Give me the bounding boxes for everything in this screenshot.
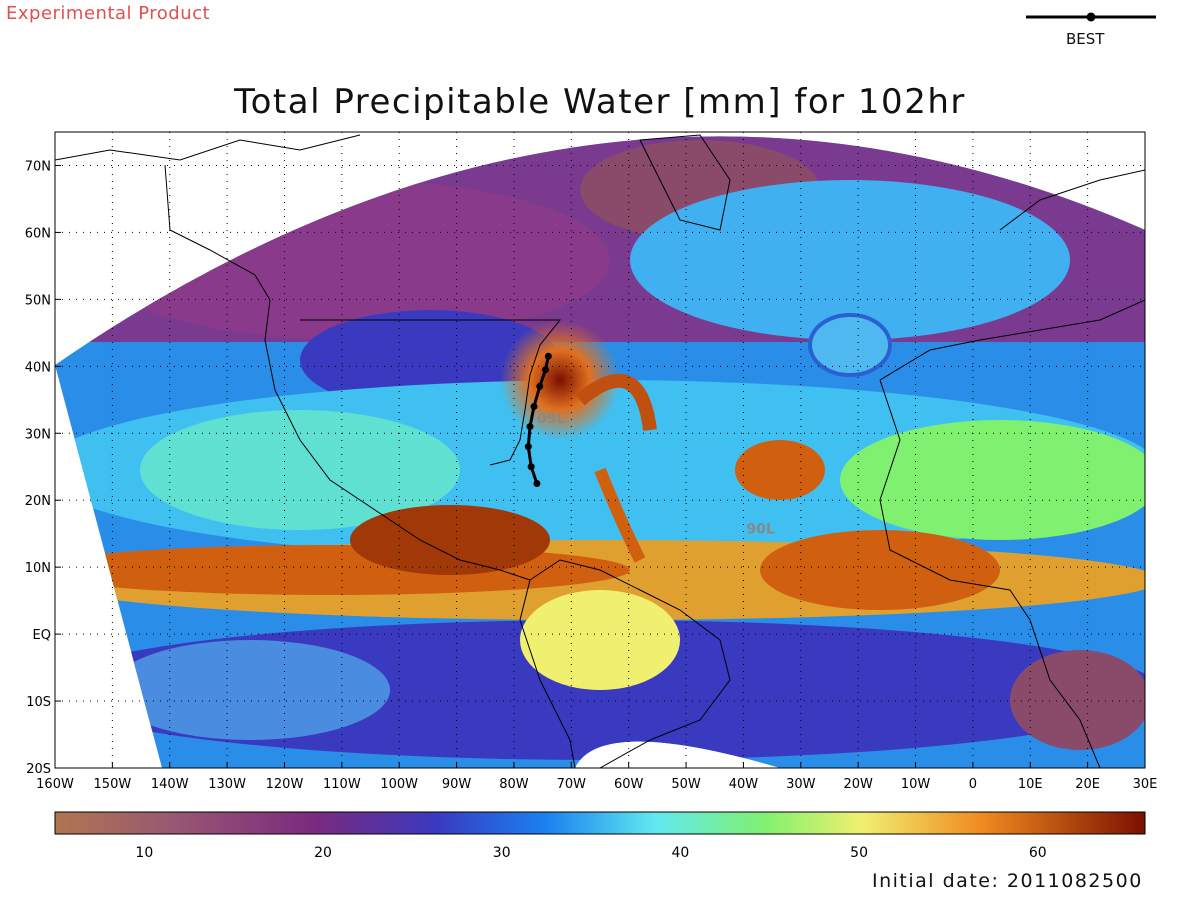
lon-label: 160W [36,777,74,792]
lon-label: 0 [969,777,977,792]
track-point [530,402,538,410]
tpw-field [55,136,1145,768]
colorbar-tick-label: 20 [314,845,332,861]
lon-label: 40W [729,777,759,792]
lat-label: 40N [25,360,51,375]
track-legend-label: BEST [1066,30,1105,48]
track-point [542,366,549,374]
lon-label: 20E [1075,777,1100,792]
lon-label: 60W [614,777,644,792]
colorbar [54,811,1146,835]
storm-label: 09L [537,411,565,427]
track-point [536,382,544,390]
lon-label: 110W [323,777,361,792]
lat-label: 10S [26,695,51,710]
lon-label: 120W [266,777,304,792]
lon-label: 10E [1018,777,1043,792]
lon-label: 30E [1133,777,1158,792]
colorbar-labels: 10 20 30 40 50 60 [135,845,1046,861]
colorbar-tick-label: 30 [493,845,511,861]
track-point [533,479,541,487]
experimental-product-label: Experimental Product [6,3,211,24]
lon-label: 80W [499,777,529,792]
colorbar-tick-label: 40 [671,845,689,861]
lat-label: 70N [25,159,51,174]
longitude-labels: 160W 150W 140W 130W 120W 110W 100W 90W 80W 70W 60W… [36,762,1157,792]
track-point [544,352,552,360]
lat-label: 20N [25,494,51,509]
lon-label: 20W [843,777,873,792]
lon-label: 150W [94,777,132,792]
latitude-labels: 70N 60N 50N 40N 30N 20N 10N EQ 10S 20S [25,159,61,777]
lon-label: 100W [380,777,418,792]
colorbar-tick-label: 10 [135,845,153,861]
lat-label: 10N [25,561,51,576]
track-point [524,443,532,451]
lon-label: 90W [442,777,472,792]
colorbar-tick-label: 60 [1029,845,1047,861]
lon-label: 130W [208,777,246,792]
lat-label: 50N [25,293,51,308]
lon-label: 30W [786,777,816,792]
graticule [55,132,1145,768]
lat-label: 20S [26,762,51,777]
lat-label: 30N [25,427,51,442]
track-legend-icon [1026,12,1156,22]
storm-track [524,352,552,487]
map-frame [54,131,1146,769]
lon-label: 10W [901,777,931,792]
storm-labels: 09L 90L [537,411,775,537]
lon-label: 140W [151,777,189,792]
lat-label: EQ [33,628,51,643]
lon-label: 50W [671,777,701,792]
lon-label: 70W [557,777,587,792]
storm-label: 90L [746,522,774,538]
track-point [526,423,534,431]
track-point [527,463,535,471]
map-title: Total Precipitable Water [mm] for 102hr [234,82,966,122]
coastlines [55,134,1145,768]
colorbar-tick-label: 50 [850,845,868,861]
lat-label: 60N [25,226,51,241]
initial-date: Initial date: 2011082500 [872,870,1143,892]
